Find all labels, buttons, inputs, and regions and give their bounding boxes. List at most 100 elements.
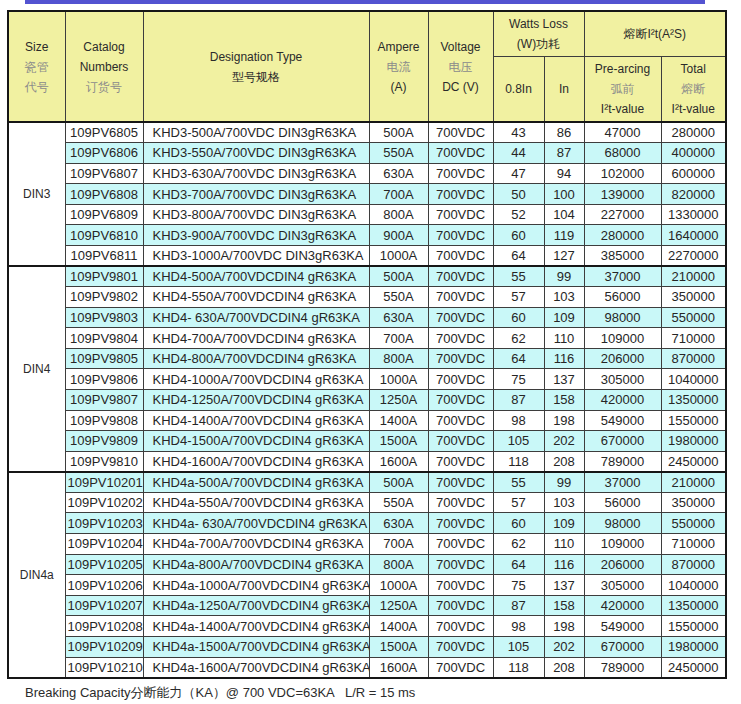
ampere-cell: 500A <box>369 266 428 287</box>
table-row: 109PV9807KHD4-1250A/700VDCDIN4 gR63KA125… <box>8 390 726 411</box>
pre-arcing-label-unit: I²t-value <box>586 99 660 119</box>
ampere-cell: 500A <box>369 472 428 493</box>
pre-arcing-i2t-cell: 56000 <box>584 492 661 513</box>
table-row: 109PV9804KHD4-700A/700VDCDIN4 gR63KA700A… <box>8 328 726 349</box>
fuse-datasheet-page: Size 瓷管 代号 Catalog Numbers 订货号 Designati… <box>0 0 741 704</box>
watts-loss-08in-cell: 98 <box>493 616 544 637</box>
total-i2t-cell: 1040000 <box>661 575 726 596</box>
watts-loss-08in-cell: 60 <box>493 307 544 328</box>
total-i2t-cell: 400000 <box>661 143 726 164</box>
voltage-cell: 700VDC <box>428 184 493 205</box>
designation-type-cell: KHD4a-1500A/700VDCDIN4 gR63KA <box>143 636 369 657</box>
pre-arcing-i2t-cell: 305000 <box>584 369 661 390</box>
catalog-number-cell: 109PV9809 <box>65 431 143 452</box>
watts-loss-in-cell: 137 <box>544 369 584 390</box>
total-label-cn: 熔断 <box>663 79 725 99</box>
designation-type-cell: KHD4-1500A/700VDCDIN4 gR63KA <box>143 431 369 452</box>
col-header-catalog: Catalog Numbers 订货号 <box>65 11 143 122</box>
total-i2t-cell: 870000 <box>661 554 726 575</box>
watts-loss-08in-cell: 87 <box>493 595 544 616</box>
watts-loss-08in-cell: 118 <box>493 451 544 472</box>
table-row: 109PV9805KHD4-800A/700VDCDIN4 gR63KA800A… <box>8 348 726 369</box>
ampere-cell: 900A <box>369 225 428 246</box>
size-label-cn2: 代号 <box>10 77 64 97</box>
total-i2t-cell: 2270000 <box>661 245 726 266</box>
col-header-voltage: Voltage 电压 DC (V) <box>428 11 493 122</box>
col-header-i2t-group: 熔断I²t(A²S) <box>584 11 726 57</box>
col-header-designation: Designation Type 型号规格 <box>143 11 369 122</box>
ampere-cell: 1400A <box>369 616 428 637</box>
designation-label-cn: 型号规格 <box>145 67 368 87</box>
watts-loss-in-cell: 202 <box>544 431 584 452</box>
watts-loss-08in-cell: 60 <box>493 513 544 534</box>
table-row: 109PV9803KHD4- 630A/700VDCDIN4 gR63KA630… <box>8 307 726 328</box>
ampere-cell: 1000A <box>369 245 428 266</box>
total-i2t-cell: 820000 <box>661 184 726 205</box>
watts-loss-08in-cell: 57 <box>493 287 544 308</box>
table-row: DIN4109PV9801KHD4-500A/700VDCDIN4 gR63KA… <box>8 266 726 287</box>
ampere-cell: 700A <box>369 184 428 205</box>
watts-loss-in-cell: 198 <box>544 410 584 431</box>
catalog-number-cell: 109PV10205 <box>65 554 143 575</box>
designation-type-cell: KHD3-550A/700VDC DIN3gR63KA <box>143 143 369 164</box>
catalog-number-cell: 109PV10204 <box>65 534 143 555</box>
total-i2t-cell: 1040000 <box>661 369 726 390</box>
voltage-cell: 700VDC <box>428 513 493 534</box>
voltage-cell: 700VDC <box>428 204 493 225</box>
voltage-cell: 700VDC <box>428 636 493 657</box>
watts-loss-08in-cell: 105 <box>493 431 544 452</box>
total-i2t-cell: 1980000 <box>661 636 726 657</box>
voltage-label-unit: DC (V) <box>430 77 492 97</box>
watts-loss-in-cell: 158 <box>544 595 584 616</box>
table-row: 109PV9806KHD4-1000A/700VDCDIN4 gR63KA100… <box>8 369 726 390</box>
voltage-cell: 700VDC <box>428 369 493 390</box>
voltage-cell: 700VDC <box>428 575 493 596</box>
watts-in-label: In <box>546 79 583 99</box>
total-i2t-cell: 1640000 <box>661 225 726 246</box>
designation-type-cell: KHD4-800A/700VDCDIN4 gR63KA <box>143 348 369 369</box>
watts-loss-in-cell: 99 <box>544 472 584 493</box>
watts-loss-08in-cell: 62 <box>493 328 544 349</box>
ampere-cell: 1250A <box>369 390 428 411</box>
catalog-number-cell: 109PV10208 <box>65 616 143 637</box>
total-i2t-cell: 2450000 <box>661 657 726 678</box>
total-i2t-cell: 210000 <box>661 266 726 287</box>
total-i2t-cell: 280000 <box>661 122 726 143</box>
total-label-en: Total <box>663 59 725 79</box>
col-header-size: Size 瓷管 代号 <box>8 11 65 122</box>
watts-loss-in-cell: 198 <box>544 616 584 637</box>
total-i2t-cell: 1350000 <box>661 595 726 616</box>
voltage-cell: 700VDC <box>428 492 493 513</box>
catalog-number-cell: 109PV6807 <box>65 163 143 184</box>
ampere-label-en: Ampere <box>371 37 427 57</box>
watts-loss-in-cell: 94 <box>544 163 584 184</box>
catalog-number-cell: 109PV10203 <box>65 513 143 534</box>
voltage-cell: 700VDC <box>428 554 493 575</box>
designation-type-cell: KHD4a-800A/700VDCDIN4 gR63KA <box>143 554 369 575</box>
voltage-cell: 700VDC <box>428 287 493 308</box>
ampere-cell: 1500A <box>369 636 428 657</box>
ampere-cell: 630A <box>369 163 428 184</box>
voltage-cell: 700VDC <box>428 266 493 287</box>
ampere-cell: 630A <box>369 307 428 328</box>
designation-type-cell: KHD4-500A/700VDCDIN4 gR63KA <box>143 266 369 287</box>
table-header: Size 瓷管 代号 Catalog Numbers 订货号 Designati… <box>8 11 726 122</box>
watts-loss-in-cell: 99 <box>544 266 584 287</box>
ampere-cell: 1000A <box>369 369 428 390</box>
watts-loss-08in-cell: 60 <box>493 225 544 246</box>
catalog-label-cn: 订货号 <box>67 77 142 97</box>
watts-loss-in-cell: 109 <box>544 513 584 534</box>
designation-type-cell: KHD4-1250A/700VDCDIN4 gR63KA <box>143 390 369 411</box>
voltage-cell: 700VDC <box>428 472 493 493</box>
table-row: 109PV10208KHD4a-1400A/700VDCDIN4 gR63KA1… <box>8 616 726 637</box>
table-row: 109PV6806KHD3-550A/700VDC DIN3gR63KA550A… <box>8 143 726 164</box>
total-i2t-cell: 870000 <box>661 348 726 369</box>
total-i2t-cell: 350000 <box>661 287 726 308</box>
designation-type-cell: KHD3-500A/700VDC DIN3gR63KA <box>143 122 369 143</box>
watts-loss-in-cell: 208 <box>544 657 584 678</box>
designation-type-cell: KHD4a-1000A/700VDCDIN4 gR63KA <box>143 575 369 596</box>
ampere-cell: 1600A <box>369 657 428 678</box>
voltage-cell: 700VDC <box>428 143 493 164</box>
ampere-cell: 550A <box>369 492 428 513</box>
ampere-cell: 700A <box>369 328 428 349</box>
